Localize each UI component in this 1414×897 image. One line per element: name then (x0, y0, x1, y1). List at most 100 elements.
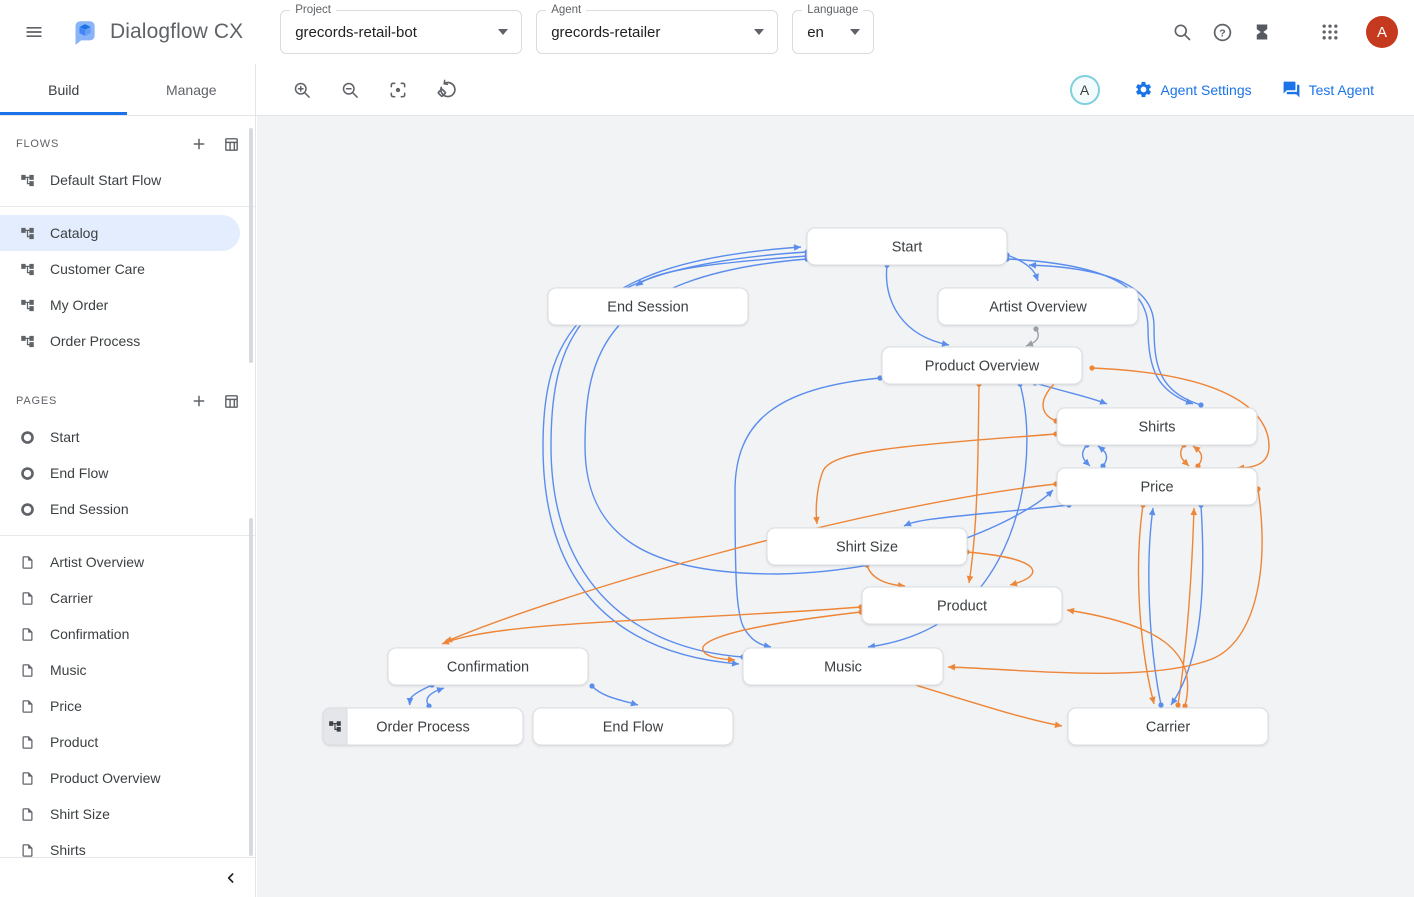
node-start[interactable]: Start (806, 227, 1008, 266)
reset-view-icon[interactable] (426, 70, 466, 110)
file-icon (18, 663, 36, 678)
page-item-end-flow[interactable]: End Flow (0, 455, 240, 491)
add-flow-button[interactable] (183, 128, 215, 160)
flow-canvas[interactable]: Start End Session Artist Overview Product O… (257, 116, 1414, 897)
add-page-button[interactable] (183, 385, 215, 417)
hamburger-menu-icon[interactable] (14, 12, 54, 52)
flow-item-order-process[interactable]: Order Process (0, 323, 240, 359)
language-select[interactable]: Language en (792, 4, 875, 54)
transition-edge-orange[interactable] (444, 483, 1057, 643)
transition-edge-orange[interactable] (947, 488, 1263, 674)
edge-source-dot (1175, 702, 1181, 708)
search-icon[interactable] (1162, 12, 1202, 52)
language-select-value: en (807, 23, 824, 41)
pages-list: Start End Flow End Session Artist Overview C… (0, 419, 255, 868)
transition-edge-orange[interactable] (968, 383, 980, 584)
gear-icon (1134, 80, 1153, 99)
node-product[interactable]: Product (861, 586, 1063, 625)
agent-select[interactable]: Agent grecords-retailer (536, 4, 779, 54)
node-product-overview[interactable]: Product Overview (881, 346, 1083, 385)
sidebar-scrollbar[interactable] (249, 518, 253, 856)
sidebar-scrollbar[interactable] (249, 128, 253, 363)
transition-edge-orange[interactable] (1066, 609, 1189, 707)
version-badge[interactable]: A (1069, 74, 1100, 105)
transition-edge-orange[interactable] (815, 433, 1057, 525)
node-shirts[interactable]: Shirts (1056, 407, 1258, 446)
flow-item-customer-care[interactable]: Customer Care (0, 251, 240, 287)
page-item-artist-overview[interactable]: Artist Overview (0, 544, 240, 580)
agent-settings-button[interactable]: Agent Settings (1124, 72, 1262, 107)
transition-edge-orange[interactable] (1177, 507, 1195, 706)
node-label-shirts: Shirts (1138, 420, 1175, 436)
node-label-start: Start (892, 240, 923, 256)
transition-edge-blue[interactable] (1148, 507, 1162, 706)
transition-edge-orange[interactable] (1091, 367, 1270, 469)
avatar[interactable]: A (1366, 16, 1398, 48)
page-item-label: Shirts (50, 842, 86, 858)
transition-edge-blue[interactable] (1170, 504, 1204, 706)
transition-edge-blue[interactable] (591, 685, 639, 706)
page-item-end-session[interactable]: End Session (0, 491, 240, 527)
node-music[interactable]: Music (742, 647, 944, 686)
page-item-shirts[interactable]: Shirts (0, 832, 240, 868)
page-item-music[interactable]: Music (0, 652, 240, 688)
page-item-shirt-size[interactable]: Shirt Size (0, 796, 240, 832)
transition-edge-blue[interactable] (734, 377, 881, 648)
node-order-process[interactable]: Order Process (322, 707, 524, 746)
flow-item-catalog[interactable]: Catalog (0, 215, 240, 251)
collapse-sidebar-button[interactable] (215, 862, 247, 894)
file-icon (18, 735, 36, 750)
page-item-label: Product Overview (50, 770, 161, 786)
transition-edge-blue[interactable] (408, 684, 433, 706)
flow-item-default-start-flow[interactable]: Default Start Flow (0, 162, 240, 198)
node-end-flow[interactable]: End Flow (532, 707, 734, 746)
sidebar-divider (0, 206, 255, 207)
center-focus-icon[interactable] (378, 70, 418, 110)
zoom-in-icon[interactable] (282, 70, 322, 110)
page-item-product[interactable]: Product (0, 724, 240, 760)
transition-edge-blue[interactable] (426, 687, 445, 707)
transition-edge-blue[interactable] (903, 504, 1070, 527)
transition-edge-blue[interactable] (1034, 382, 1108, 405)
node-label-carrier: Carrier (1146, 720, 1190, 736)
transition-edge-blue[interactable] (542, 251, 808, 665)
flow-item-my-order[interactable]: My Order (0, 287, 240, 323)
transition-edge-orange[interactable] (966, 551, 1034, 586)
transition-edge-blue[interactable] (885, 264, 950, 346)
transition-edge-blue[interactable] (1028, 264, 1202, 406)
transition-edge-blue[interactable] (550, 246, 802, 658)
pages-list-view-icon[interactable] (215, 385, 247, 417)
edge-arrowhead (1026, 340, 1034, 347)
project-select[interactable]: Project grecords-retail-bot (280, 4, 523, 54)
pending-tasks-icon[interactable] (1242, 12, 1282, 52)
node-end-session[interactable]: End Session (547, 287, 749, 326)
file-icon (18, 807, 36, 822)
canvas-tools (256, 64, 466, 115)
flow-item-label: Customer Care (50, 261, 145, 277)
tab-manage[interactable]: Manage (165, 81, 217, 98)
page-item-start[interactable]: Start (0, 419, 240, 455)
zoom-out-icon[interactable] (330, 70, 370, 110)
agent-select-label: Agent (546, 4, 587, 17)
transition-edge-orange[interactable] (1137, 504, 1155, 705)
transition-edge-orange[interactable] (908, 682, 1063, 727)
page-item-confirmation[interactable]: Confirmation (0, 616, 240, 652)
node-carrier[interactable]: Carrier (1067, 707, 1269, 746)
ring-icon (18, 430, 36, 445)
transition-edge-orange[interactable] (441, 606, 862, 645)
node-label-artist-overview: Artist Overview (989, 300, 1087, 316)
transition-edge-blue[interactable] (1006, 258, 1194, 405)
flows-list-view-icon[interactable] (215, 128, 247, 160)
node-confirmation[interactable]: Confirmation (387, 647, 589, 686)
help-icon[interactable]: ? (1202, 12, 1242, 52)
test-agent-button[interactable]: Test Agent (1272, 72, 1384, 107)
transition-edge-orange[interactable] (702, 611, 862, 661)
node-price[interactable]: Price (1056, 467, 1258, 506)
node-shirt-size[interactable]: Shirt Size (766, 527, 968, 566)
page-item-price[interactable]: Price (0, 688, 240, 724)
node-artist-overview[interactable]: Artist Overview (937, 287, 1139, 326)
page-item-carrier[interactable]: Carrier (0, 580, 240, 616)
apps-grid-icon[interactable] (1310, 12, 1350, 52)
tab-build[interactable]: Build (48, 81, 80, 98)
page-item-product-overview[interactable]: Product Overview (0, 760, 240, 796)
